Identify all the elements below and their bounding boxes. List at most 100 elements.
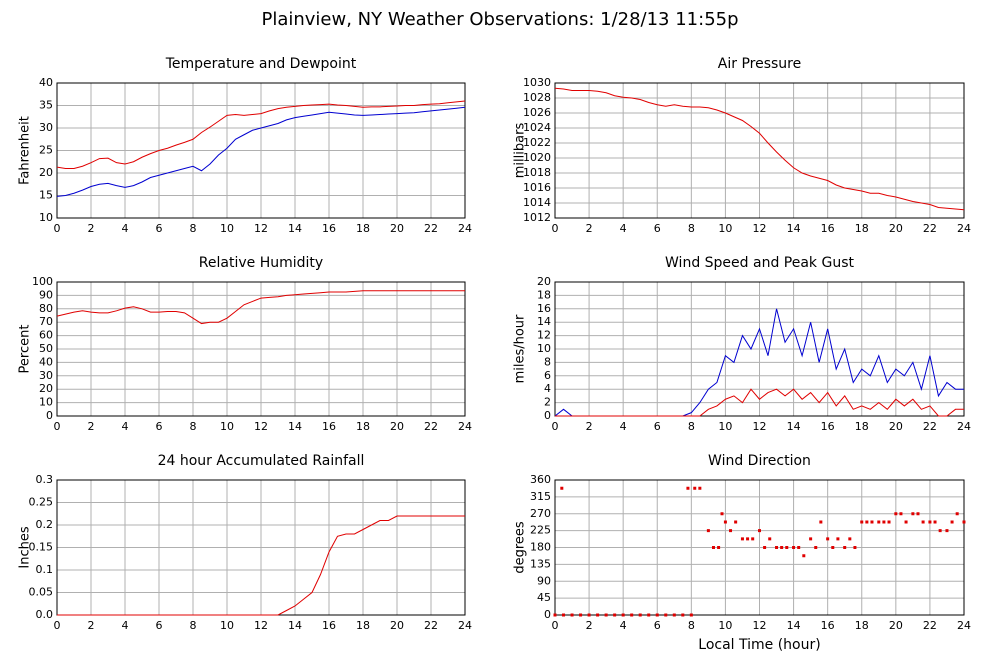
y-tick-label: 0.1	[36, 563, 54, 576]
data-point	[717, 546, 721, 549]
data-point	[865, 520, 869, 524]
x-tick-label: 18	[855, 420, 869, 433]
data-point	[921, 520, 925, 524]
data-point	[916, 512, 920, 516]
y-axis-label: miles/hour	[513, 314, 528, 383]
x-tick-label: 24	[458, 420, 472, 433]
panel-title: Temperature and Dewpoint	[165, 56, 357, 72]
x-tick-label: 24	[957, 619, 971, 632]
x-tick-label: 18	[356, 222, 370, 235]
data-point	[746, 537, 750, 541]
panel-title: Wind Direction	[708, 453, 811, 469]
x-tick-label: 6	[156, 222, 163, 235]
y-tick-label: 1026	[523, 106, 551, 119]
data-point	[950, 520, 954, 524]
data-point	[882, 520, 886, 524]
y-tick-label: 20	[537, 275, 551, 288]
y-tick-label: 0.2	[36, 518, 54, 531]
x-tick-label: 12	[254, 420, 268, 433]
y-tick-label: 1028	[523, 91, 551, 104]
data-point	[870, 520, 874, 524]
data-point	[785, 546, 789, 549]
y-tick-label: 270	[530, 507, 551, 520]
x-tick-label: 24	[957, 420, 971, 433]
data-point	[814, 546, 818, 549]
y-tick-label: 18	[537, 288, 551, 301]
data-point	[962, 520, 966, 524]
data-point	[672, 613, 676, 617]
x-tick-label: 22	[923, 420, 937, 433]
y-tick-label: 0.25	[29, 496, 54, 509]
x-tick-label: 12	[254, 222, 268, 235]
data-point	[853, 546, 857, 549]
y-tick-label: 180	[530, 541, 551, 554]
data-point	[596, 613, 600, 617]
y-axis-label: millibars	[513, 123, 528, 179]
x-tick-label: 2	[88, 222, 95, 235]
data-point	[911, 512, 915, 516]
data-point	[621, 613, 625, 617]
x-tick-label: 8	[190, 420, 197, 433]
data-point	[613, 613, 617, 617]
x-tick-label: 8	[190, 619, 197, 632]
data-point	[706, 529, 710, 533]
x-tick-label: 16	[322, 222, 336, 235]
x-tick-label: 22	[424, 619, 438, 632]
x-tick-label: 12	[753, 619, 767, 632]
data-point	[734, 520, 738, 524]
x-tick-label: 6	[156, 619, 163, 632]
data-point	[587, 613, 591, 617]
data-point	[843, 546, 847, 549]
y-tick-label: 1018	[523, 166, 551, 179]
y-tick-label: 14	[537, 315, 551, 328]
data-point	[928, 520, 932, 524]
x-tick-label: 18	[356, 420, 370, 433]
data-point	[775, 546, 779, 549]
data-point	[894, 512, 898, 516]
data-point	[877, 520, 881, 524]
y-tick-label: 20	[39, 166, 53, 179]
x-tick-label: 6	[654, 619, 661, 632]
y-tick-label: 15	[39, 189, 53, 202]
y-tick-label: 35	[39, 99, 53, 112]
y-tick-label: 315	[530, 490, 551, 503]
data-point	[780, 546, 784, 549]
x-tick-label: 16	[821, 420, 835, 433]
x-tick-label: 12	[254, 619, 268, 632]
plot-frame	[554, 479, 965, 616]
plot-frame	[554, 82, 965, 219]
y-axis-label: Percent	[18, 325, 33, 374]
x-tick-label: 10	[718, 222, 732, 235]
y-axis-label: Inches	[18, 526, 33, 568]
x-tick-label: 2	[586, 222, 593, 235]
data-point	[768, 537, 772, 541]
x-tick-label: 12	[753, 420, 767, 433]
y-tick-label: 45	[537, 591, 551, 604]
x-tick-label: 10	[220, 222, 234, 235]
x-tick-label: 20	[390, 420, 404, 433]
y-tick-label: 1020	[523, 151, 551, 164]
data-point	[570, 613, 574, 617]
x-tick-label: 18	[855, 222, 869, 235]
y-tick-label: 10	[39, 211, 53, 224]
y-tick-label: 2	[544, 396, 551, 409]
data-point	[698, 486, 702, 490]
y-tick-label: 135	[530, 557, 551, 570]
x-tick-label: 20	[889, 619, 903, 632]
x-tick-label: 10	[220, 619, 234, 632]
y-tick-label: 20	[39, 382, 53, 395]
x-tick-label: 0	[54, 619, 61, 632]
y-tick-label: 0.0	[36, 608, 54, 621]
y-tick-label: 30	[39, 121, 53, 134]
y-tick-label: 360	[530, 473, 551, 486]
x-tick-label: 14	[288, 222, 302, 235]
y-tick-label: 1030	[523, 76, 551, 89]
data-point	[899, 512, 903, 516]
data-point	[681, 613, 685, 617]
x-tick-label: 20	[889, 420, 903, 433]
x-tick-label: 8	[688, 420, 695, 433]
data-point	[740, 537, 744, 541]
x-tick-label: 2	[88, 619, 95, 632]
y-tick-label: 12	[537, 329, 551, 342]
